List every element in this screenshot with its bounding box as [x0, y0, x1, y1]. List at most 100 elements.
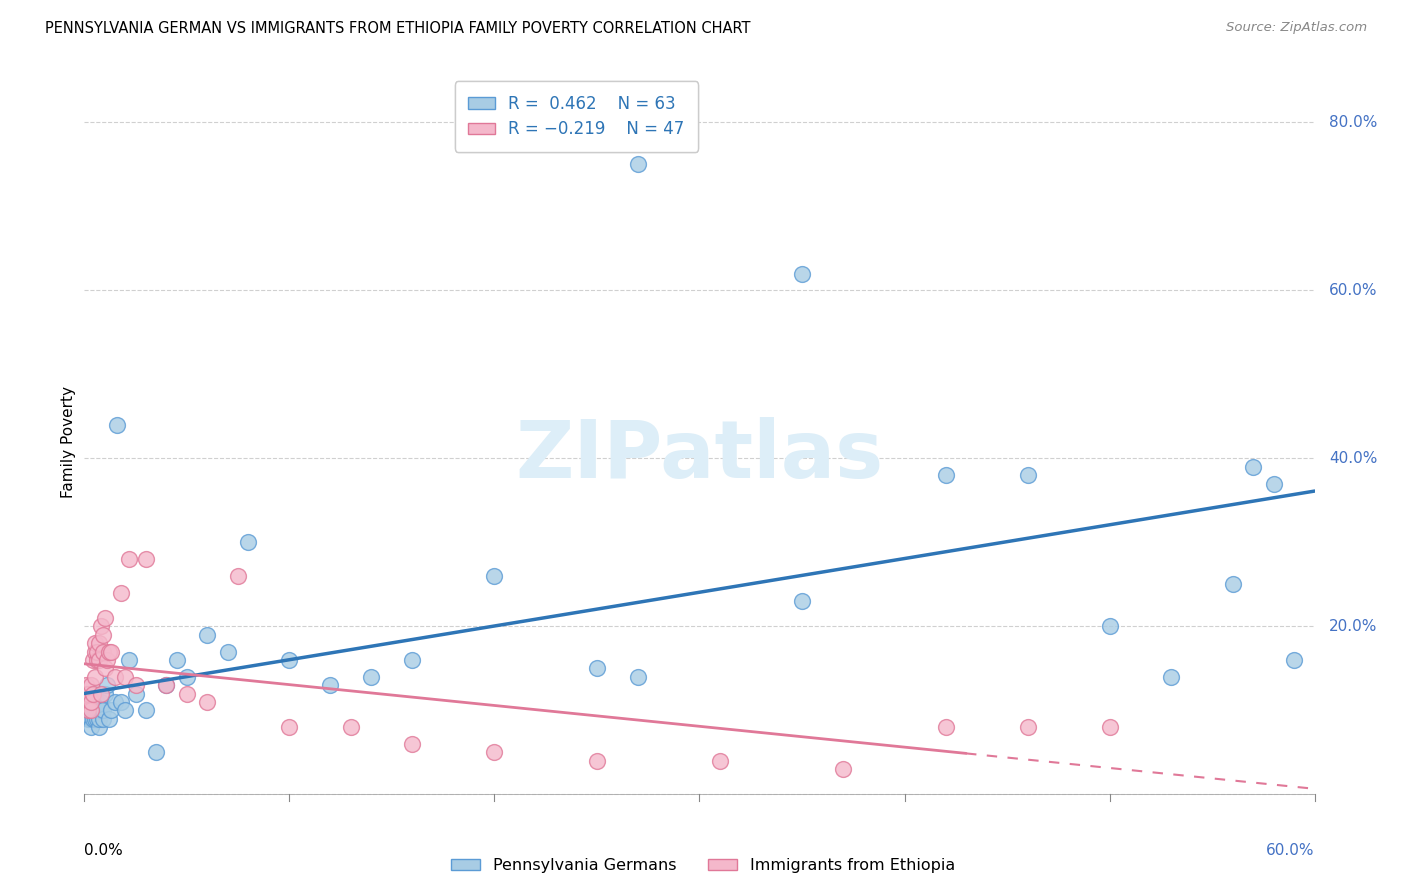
Legend: Pennsylvania Germans, Immigrants from Ethiopia: Pennsylvania Germans, Immigrants from Et… [444, 852, 962, 880]
Point [401, 737, 423, 751]
Point [79, 703, 101, 717]
Point [77, 687, 100, 701]
Point [75, 678, 97, 692]
Text: 20.0%: 20.0% [1330, 619, 1378, 634]
Point [98, 712, 120, 726]
Point [155, 678, 177, 692]
Point [1017, 468, 1039, 483]
Point [100, 644, 122, 658]
Point [82, 712, 104, 726]
Point [176, 670, 198, 684]
Point [90, 619, 112, 633]
Y-axis label: Family Poverty: Family Poverty [60, 385, 76, 498]
Point [83, 712, 105, 726]
Point [709, 754, 731, 768]
Point [79, 703, 101, 717]
Point [105, 417, 128, 432]
Point [1098, 720, 1121, 734]
Point [79, 695, 101, 709]
Text: 80.0%: 80.0% [1330, 115, 1378, 130]
Point [75, 695, 97, 709]
Point [83, 636, 105, 650]
Point [100, 703, 122, 717]
Point [135, 703, 157, 717]
Point [627, 670, 650, 684]
Point [79, 678, 101, 692]
Point [217, 644, 239, 658]
Point [1282, 653, 1305, 667]
Point [87, 636, 110, 650]
Point [1222, 577, 1244, 591]
Point [360, 670, 382, 684]
Point [1098, 619, 1121, 633]
Point [278, 720, 301, 734]
Point [935, 720, 957, 734]
Point [86, 712, 108, 726]
Point [91, 712, 114, 726]
Point [86, 703, 108, 717]
Point [77, 695, 100, 709]
Point [401, 653, 423, 667]
Point [86, 653, 108, 667]
Point [1017, 720, 1039, 734]
Point [77, 695, 100, 709]
Point [1241, 459, 1264, 474]
Point [91, 644, 114, 658]
Point [75, 703, 97, 717]
Point [110, 695, 132, 709]
Point [98, 644, 120, 658]
Point [627, 157, 650, 171]
Point [91, 703, 114, 717]
Point [79, 720, 101, 734]
Point [90, 703, 112, 717]
Point [87, 712, 110, 726]
Point [124, 687, 146, 701]
Point [1263, 476, 1285, 491]
Point [82, 653, 104, 667]
Text: 0.0%: 0.0% [84, 843, 124, 857]
Legend: R =  0.462    N = 63, R = −0.219    N = 47: R = 0.462 N = 63, R = −0.219 N = 47 [456, 81, 697, 152]
Point [790, 594, 813, 608]
Point [87, 653, 110, 667]
Text: Source: ZipAtlas.com: Source: ZipAtlas.com [1226, 21, 1367, 35]
Point [197, 695, 219, 709]
Point [197, 628, 219, 642]
Point [114, 703, 136, 717]
Point [94, 687, 117, 701]
Point [75, 687, 97, 701]
Point [104, 695, 127, 709]
Point [319, 678, 342, 692]
Point [79, 695, 101, 709]
Point [586, 661, 609, 675]
Point [83, 670, 105, 684]
Point [90, 687, 112, 701]
Point [83, 687, 105, 701]
Point [935, 468, 957, 483]
Point [90, 695, 112, 709]
Point [82, 703, 104, 717]
Point [77, 703, 100, 717]
Point [94, 611, 117, 625]
Point [96, 678, 118, 692]
Point [124, 678, 146, 692]
Point [82, 695, 104, 709]
Point [118, 653, 141, 667]
Point [77, 712, 100, 726]
Point [79, 712, 101, 726]
Point [278, 653, 301, 667]
Point [340, 720, 363, 734]
Point [484, 745, 506, 759]
Text: ZIPatlas: ZIPatlas [516, 417, 883, 495]
Point [75, 687, 97, 701]
Point [226, 569, 249, 583]
Point [110, 586, 132, 600]
Point [91, 628, 114, 642]
Point [96, 653, 118, 667]
Point [118, 552, 141, 566]
Point [166, 653, 188, 667]
Point [83, 703, 105, 717]
Point [104, 670, 127, 684]
Point [238, 535, 260, 549]
Point [832, 762, 855, 776]
Text: 60.0%: 60.0% [1267, 843, 1315, 857]
